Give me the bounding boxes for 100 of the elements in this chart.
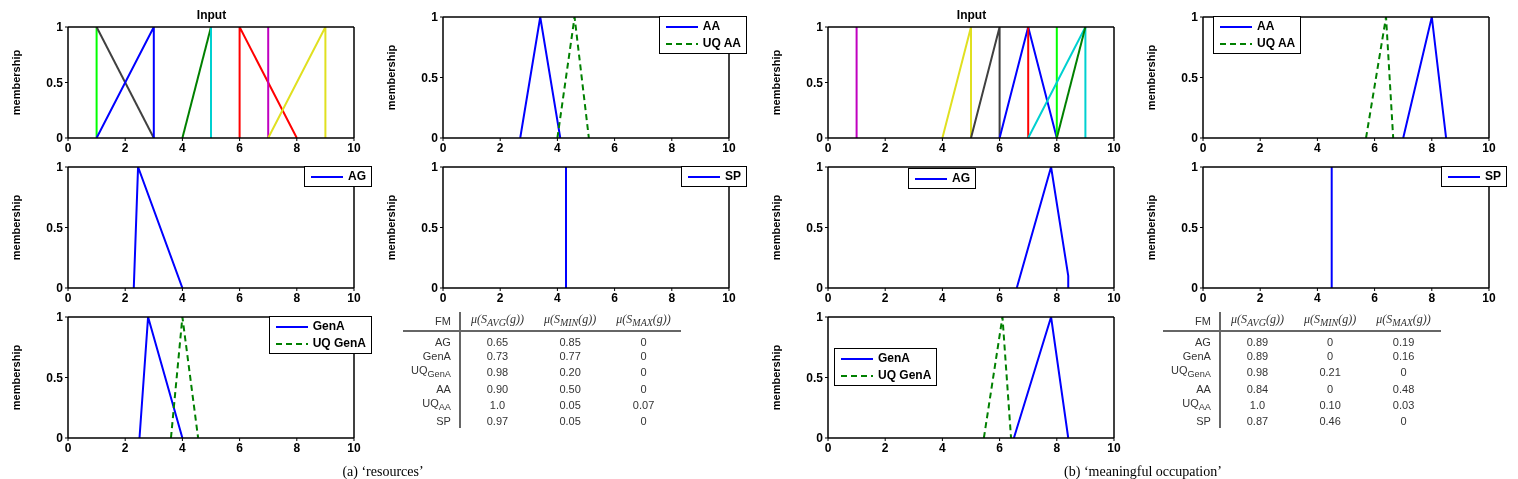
- y-axis-title: membership: [1144, 44, 1157, 111]
- y-tick-label: 0.5: [46, 370, 64, 385]
- y-axis-title: membership: [769, 194, 782, 261]
- legend-label: UQ GenA: [878, 367, 932, 384]
- y-axis-title: membership: [769, 49, 782, 116]
- x-tick-label: 10: [722, 290, 736, 305]
- x-tick-label: 4: [939, 140, 947, 155]
- legend-label: AA: [1257, 18, 1275, 35]
- text: 0.48: [1391, 381, 1416, 396]
- text: UQ$_{AA}$: [403, 395, 460, 414]
- text: 0.19: [1391, 335, 1416, 350]
- x-tick-label: 10: [347, 140, 361, 155]
- text: 0.46: [1318, 413, 1342, 428]
- legend-label: GenA: [878, 350, 911, 367]
- legend-label: AA: [702, 18, 721, 35]
- x-tick-label: 6: [996, 140, 1004, 155]
- text: 0.98: [1245, 365, 1270, 381]
- y-tick-label: 1: [431, 160, 439, 175]
- text: 0.89: [1245, 349, 1270, 364]
- x-tick-label: 6: [611, 290, 619, 305]
- x-tick-label: 10: [1107, 140, 1121, 155]
- x-tick-label: 4: [939, 290, 947, 305]
- x-tick-label: 8: [1428, 290, 1436, 305]
- text: 0.85: [558, 335, 582, 350]
- x-tick-label: 4: [179, 440, 187, 455]
- text: 0.03: [1391, 397, 1416, 413]
- text: UQ$_{AA}$: [1163, 395, 1220, 414]
- x-tick-label: 2: [121, 140, 129, 155]
- text: 0.05: [558, 413, 582, 428]
- x-tick-label: 2: [121, 290, 129, 305]
- text: μ(S$_{MAX}$(g)): [1366, 312, 1441, 332]
- text: 0.90: [485, 381, 510, 396]
- text: μ(S$_{AVG}$(g)): [459, 312, 534, 332]
- text: 0.50: [558, 381, 582, 396]
- legend-label: UQ AA: [1257, 35, 1296, 52]
- x-tick-label: 8: [293, 290, 301, 305]
- x-tick-label: 8: [1428, 140, 1436, 155]
- y-tick-label: 1: [1191, 160, 1199, 175]
- y-tick-label: 0.5: [46, 75, 64, 90]
- x-tick-label: 10: [1482, 140, 1496, 155]
- x-tick-label: 8: [1053, 140, 1061, 155]
- y-tick-label: 1: [431, 10, 439, 25]
- text: GenA: [1163, 349, 1220, 364]
- x-tick-label: 2: [121, 440, 129, 455]
- x-tick-label: 2: [1256, 290, 1264, 305]
- text: 0: [639, 349, 648, 364]
- x-tick-label: 4: [1314, 140, 1322, 155]
- x-tick-label: 10: [1107, 440, 1121, 455]
- x-tick-label: 2: [881, 290, 889, 305]
- text: 1.0: [488, 397, 507, 413]
- text: SP: [403, 413, 460, 428]
- x-tick-label: 2: [1256, 140, 1264, 155]
- y-tick-label: 0.5: [421, 70, 439, 85]
- x-tick-label: 10: [722, 140, 736, 155]
- y-axis-title: membership: [9, 194, 22, 261]
- text: 0.20: [558, 365, 582, 381]
- x-tick-label: 4: [554, 290, 562, 305]
- x-tick-label: 8: [1053, 440, 1061, 455]
- text: 0: [1326, 335, 1335, 350]
- chart-title: Input: [195, 8, 228, 22]
- text: 0.07: [631, 397, 656, 413]
- y-tick-label: 0.5: [421, 220, 439, 235]
- text: μ(S$_{MAX}$(g)): [606, 312, 681, 332]
- text: UQ$_{GenA}$: [1163, 363, 1220, 382]
- x-tick-label: 6: [1371, 140, 1379, 155]
- text: GenA: [403, 349, 460, 364]
- text: μ(S$_{AVG}$(g)): [1219, 312, 1294, 332]
- x-tick-label: 4: [179, 140, 187, 155]
- y-tick-label: 0.5: [806, 370, 824, 385]
- y-axis-title: membership: [9, 49, 22, 116]
- x-tick-label: 8: [293, 440, 301, 455]
- text: 0: [639, 381, 648, 396]
- text: μ(S$_{MIN}$(g)): [1293, 312, 1367, 332]
- x-tick-label: 2: [496, 140, 504, 155]
- y-axis-title: membership: [769, 344, 782, 411]
- text: (b) ‘meaningful occupation’: [1063, 464, 1223, 479]
- y-tick-label: 0.5: [1181, 220, 1199, 235]
- x-tick-label: 2: [496, 290, 504, 305]
- y-tick-label: 1: [816, 160, 824, 175]
- y-tick-label: 1: [816, 20, 824, 35]
- chart-title: Input: [955, 8, 988, 22]
- y-tick-label: 0.5: [806, 220, 824, 235]
- legend-label: UQ AA: [702, 35, 741, 52]
- x-tick-label: 8: [668, 290, 676, 305]
- y-tick-label: 1: [816, 310, 824, 325]
- text: 0.05: [558, 397, 582, 413]
- x-tick-label: 6: [996, 440, 1004, 455]
- y-tick-label: 1: [56, 20, 64, 35]
- x-tick-label: 10: [1482, 290, 1496, 305]
- legend-label: AG: [348, 168, 366, 185]
- text: 0.77: [558, 349, 582, 364]
- y-axis-title: membership: [384, 44, 397, 111]
- x-tick-label: 2: [881, 140, 889, 155]
- text: AA: [1163, 381, 1220, 396]
- x-tick-label: 10: [1107, 290, 1121, 305]
- y-axis-title: membership: [9, 344, 22, 411]
- x-tick-label: 10: [347, 440, 361, 455]
- text: 0.84: [1245, 381, 1270, 396]
- x-tick-label: 6: [611, 140, 619, 155]
- x-tick-label: 4: [554, 140, 562, 155]
